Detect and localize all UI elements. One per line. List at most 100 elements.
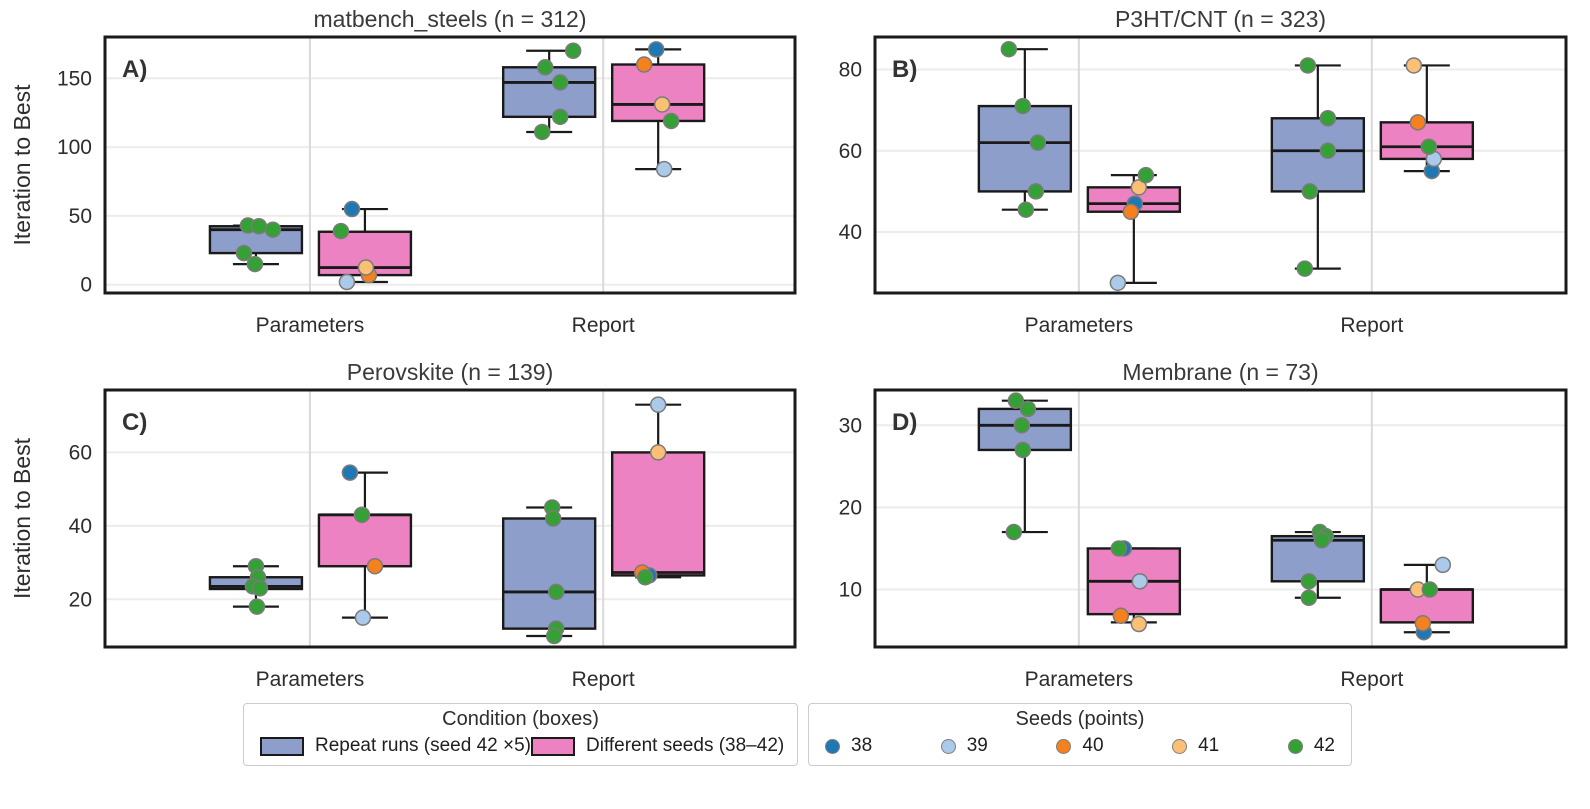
box-report-repeat bbox=[501, 517, 597, 630]
y-tick-label-50: 50 bbox=[69, 205, 92, 228]
legend-swatch-repeat bbox=[260, 736, 304, 756]
point-seed-42 bbox=[551, 74, 569, 91]
y-tick-label-80: 80 bbox=[839, 59, 862, 82]
point-seed-39 bbox=[1434, 556, 1452, 574]
point-seed-42 bbox=[1319, 142, 1337, 160]
point-seed-39 bbox=[354, 609, 372, 626]
y-tick-label-150: 150 bbox=[57, 67, 92, 90]
legend-condition-label: Repeat runs (seed 42 ×5) bbox=[315, 735, 531, 756]
legend-seeds: Seeds (points) 38 39 40 41 42 bbox=[808, 703, 1352, 766]
point-seed-42 bbox=[332, 222, 350, 240]
y-tick-label-0: 0 bbox=[80, 274, 92, 297]
point-seed-42 bbox=[544, 510, 562, 527]
box-report-repeat bbox=[501, 66, 597, 119]
legend-seed-label: 38 bbox=[851, 735, 873, 756]
legend-seed-dot-39 bbox=[940, 738, 956, 754]
point-seed-40 bbox=[1414, 614, 1432, 632]
y-tick-label-60: 60 bbox=[69, 441, 92, 464]
point-seed-39 bbox=[1131, 573, 1149, 590]
point-seed-42 bbox=[536, 59, 554, 76]
point-seed-42 bbox=[353, 506, 371, 524]
point-seed-42 bbox=[1013, 417, 1031, 434]
panel-border bbox=[103, 35, 797, 295]
point-seed-40 bbox=[635, 56, 653, 73]
point-seed-42 bbox=[1137, 166, 1155, 184]
point-seed-42 bbox=[564, 42, 582, 60]
point-seed-39 bbox=[338, 273, 356, 291]
legend-condition-title: Condition (boxes) bbox=[442, 708, 599, 730]
point-seed-42 bbox=[1000, 40, 1018, 58]
y-axis-label: Iteration to Best bbox=[9, 437, 35, 599]
y-tick-label-20: 20 bbox=[69, 588, 92, 611]
point-seed-42 bbox=[1027, 183, 1045, 200]
y-tick-label-30: 30 bbox=[839, 414, 862, 437]
point-seed-41 bbox=[649, 444, 667, 461]
point-seed-41 bbox=[1130, 179, 1148, 196]
point-seed-42 bbox=[250, 217, 268, 235]
point-seed-42 bbox=[1296, 260, 1314, 277]
panel-letter: D) bbox=[892, 409, 917, 436]
point-seed-41 bbox=[357, 259, 375, 276]
point-seed-42 bbox=[551, 108, 569, 126]
x-tick-label-parameters: Parameters bbox=[1025, 314, 1134, 337]
box-report-repeat bbox=[1270, 117, 1366, 193]
point-seed-42 bbox=[235, 244, 253, 262]
panel-letter: C) bbox=[122, 409, 147, 436]
point-seed-42 bbox=[1019, 400, 1037, 418]
panel-border bbox=[873, 388, 1568, 649]
point-seed-40 bbox=[1409, 114, 1427, 131]
legend-condition-label: Different seeds (38–42) bbox=[586, 735, 785, 756]
box-parameters-different bbox=[317, 513, 413, 568]
box-parameters-repeat bbox=[977, 104, 1073, 193]
legend-condition-item-repeat: Repeat runs (seed 42 ×5) bbox=[260, 735, 531, 757]
point-seed-38 bbox=[343, 200, 361, 218]
legend-seed-dot-42 bbox=[1287, 738, 1303, 754]
x-tick-label-report: Report bbox=[572, 668, 635, 691]
panel-title: P3HT/CNT (n = 323) bbox=[1115, 6, 1326, 32]
x-tick-label-report: Report bbox=[1340, 314, 1403, 337]
point-seed-39 bbox=[649, 396, 667, 413]
point-seed-42 bbox=[246, 255, 264, 273]
point-seed-42 bbox=[1300, 573, 1318, 590]
y-axis-label: Iteration to Best bbox=[9, 84, 35, 246]
panel-b: B) P3HT/CNT (n = 323) 40 60 80 Parameters Repo… bbox=[839, 6, 1568, 337]
panel-letter: A) bbox=[122, 56, 147, 83]
legend-seed-label: 39 bbox=[966, 735, 988, 756]
point-seed-42 bbox=[1007, 392, 1025, 409]
point-seed-39 bbox=[1109, 274, 1127, 292]
legend-seeds-items: 38 39 40 41 42 bbox=[809, 735, 1351, 757]
panel-title: Perovskite (n = 139) bbox=[347, 359, 553, 385]
x-tick-label-report: Report bbox=[572, 314, 635, 337]
point-seed-42 bbox=[264, 221, 282, 238]
point-seed-38 bbox=[341, 464, 359, 481]
point-seed-42 bbox=[1300, 589, 1318, 606]
point-seed-41 bbox=[653, 96, 671, 113]
point-seed-42 bbox=[1319, 110, 1337, 127]
legend-seed-label: 40 bbox=[1082, 735, 1104, 756]
panel-border bbox=[873, 35, 1568, 295]
point-seed-38 bbox=[647, 41, 665, 58]
x-tick-label-parameters: Parameters bbox=[1025, 668, 1134, 691]
point-seed-42 bbox=[1017, 201, 1035, 218]
legend-seed-item-40: 40 bbox=[1056, 735, 1104, 757]
y-tick-label-40: 40 bbox=[69, 515, 92, 538]
legend-seed-item-42: 42 bbox=[1287, 735, 1335, 757]
point-seed-42 bbox=[547, 583, 565, 601]
x-tick-label-report: Report bbox=[1340, 668, 1403, 691]
legend-seed-label: 42 bbox=[1313, 735, 1335, 756]
point-seed-42 bbox=[1301, 183, 1319, 200]
point-seed-40 bbox=[1122, 203, 1140, 220]
point-seed-42 bbox=[1014, 97, 1032, 115]
x-tick-label-parameters: Parameters bbox=[256, 668, 365, 691]
point-seed-42 bbox=[1313, 532, 1331, 549]
box-report-different bbox=[610, 63, 706, 123]
point-seed-42 bbox=[1014, 441, 1032, 459]
point-seed-42 bbox=[1420, 138, 1438, 155]
y-tick-label-100: 100 bbox=[57, 136, 92, 159]
y-tick-label-10: 10 bbox=[839, 579, 862, 602]
y-tick-label-40: 40 bbox=[839, 221, 862, 244]
panel-d: D) Membrane (n = 73) 10 20 30 Parameters Repor… bbox=[839, 359, 1568, 691]
legend-condition-items: Repeat runs (seed 42 ×5) Different seeds … bbox=[244, 735, 797, 757]
